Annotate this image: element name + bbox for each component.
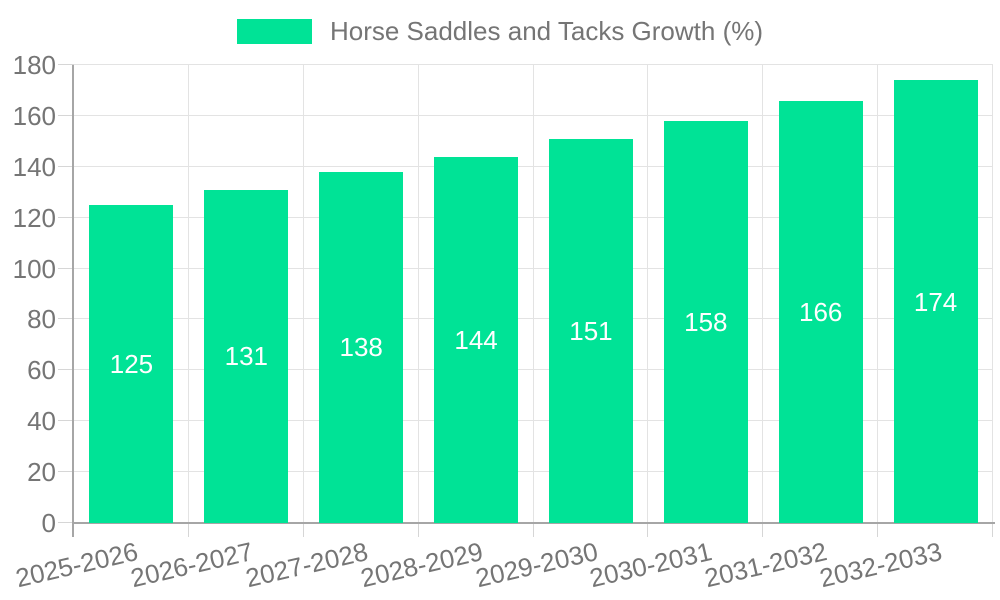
y-axis-tick-label: 80: [27, 304, 56, 335]
chart-legend[interactable]: Horse Saddles and Tacks Growth (%): [0, 16, 1000, 47]
x-axis-tick-label: 2032-2033: [816, 536, 945, 594]
gridline-vertical: [532, 65, 534, 523]
gridline-vertical: [647, 65, 649, 523]
bar-value-label: 174: [913, 286, 958, 317]
x-axis-tick: [877, 524, 879, 537]
bar-2028-2029[interactable]: [434, 156, 519, 523]
y-axis-tick: [58, 216, 74, 218]
bar-value-label: 138: [339, 332, 383, 363]
legend-label: Horse Saddles and Tacks Growth (%): [329, 16, 764, 46]
y-axis-tick: [58, 64, 74, 65]
gridline-horizontal: [74, 471, 993, 473]
gridline-horizontal: [74, 318, 993, 320]
gridline-vertical: [877, 65, 879, 523]
y-axis-tick-label: 60: [27, 355, 56, 386]
y-axis-tick: [58, 114, 74, 116]
bar-value-label: 131: [224, 341, 268, 372]
x-axis-tick-label: 2030-2031: [587, 536, 716, 594]
gridline-horizontal: [74, 114, 993, 116]
bar-value-label: 151: [569, 315, 613, 346]
x-axis-tick: [532, 524, 534, 537]
bar-value-label: 158: [684, 306, 728, 337]
bar-value-label: 125: [109, 348, 154, 379]
y-axis-tick: [58, 267, 74, 269]
x-axis-tick: [762, 524, 764, 537]
bar-2029-2030[interactable]: [548, 138, 633, 523]
y-axis-tick-label: 0: [41, 508, 56, 538]
x-axis-tick-label: 2028-2029: [357, 536, 486, 594]
gridline-horizontal: [74, 420, 993, 422]
gridline-vertical: [762, 65, 764, 523]
y-axis-tick: [58, 471, 74, 473]
gridline-horizontal: [74, 165, 993, 167]
y-axis-tick: [58, 420, 74, 422]
gridline-horizontal: [74, 369, 993, 371]
y-axis-tick-label: 140: [12, 151, 56, 182]
bar-2026-2027[interactable]: [204, 189, 289, 523]
bar-2027-2028[interactable]: [319, 171, 404, 523]
bar-2032-2033[interactable]: [893, 80, 978, 523]
bar-value-label: 166: [798, 296, 843, 327]
gridline-vertical: [992, 65, 993, 523]
y-axis-tick-label: 160: [12, 100, 56, 131]
y-axis-tick: [58, 165, 74, 167]
x-axis-tick-label: 2025-2026: [12, 536, 141, 594]
x-axis-tick-label: 2029-2030: [472, 536, 601, 594]
y-axis-tick-label: 100: [12, 253, 56, 284]
legend-swatch-icon: [236, 19, 312, 44]
bar-2030-2031[interactable]: [663, 120, 748, 523]
x-axis-tick-label: 2026-2027: [127, 536, 256, 594]
x-axis-tick: [187, 524, 189, 537]
y-axis-tick-label: 180: [12, 50, 56, 80]
bar-value-label: 144: [454, 324, 498, 355]
gridline-vertical: [417, 65, 419, 523]
gridline-horizontal: [74, 216, 993, 218]
bar-2025-2026[interactable]: [89, 204, 174, 523]
x-axis-tick: [647, 524, 649, 537]
x-axis-line: [72, 522, 995, 524]
x-axis-tick: [417, 524, 419, 537]
gridline-vertical: [187, 65, 189, 523]
x-axis-tick-label: 2027-2028: [242, 536, 371, 594]
bar-2031-2032[interactable]: [778, 100, 863, 523]
gridline-vertical: [302, 65, 304, 523]
gridline-horizontal: [74, 267, 993, 269]
y-axis-tick: [58, 522, 74, 523]
y-axis-tick-label: 40: [27, 406, 56, 437]
y-axis-tick-label: 120: [12, 202, 56, 233]
x-axis-tick-label: 2031-2032: [702, 536, 830, 594]
y-axis-tick: [58, 369, 74, 371]
gridline-horizontal: [74, 64, 993, 65]
y-axis-tick-label: 20: [27, 457, 56, 488]
y-axis-line: [72, 65, 74, 537]
y-axis-tick: [58, 318, 74, 320]
x-axis-tick: [302, 524, 304, 537]
x-axis-tick: [992, 524, 993, 537]
